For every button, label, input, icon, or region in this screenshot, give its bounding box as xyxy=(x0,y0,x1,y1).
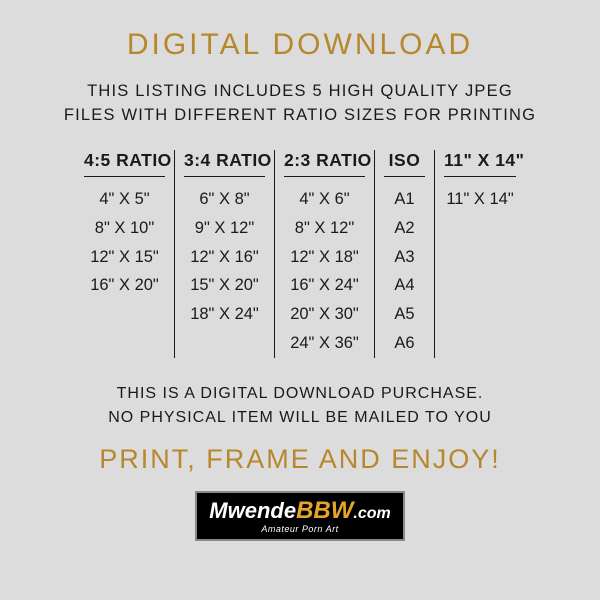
col-header: 3:4 RATIO xyxy=(184,150,265,177)
table-col-4-5-ratio: 4:5 RATIO 4" X 5" 8" X 10" 12" X 15" 16"… xyxy=(75,150,175,358)
note-line-2: NO PHYSICAL ITEM WILL BE MAILED TO YOU xyxy=(108,409,492,426)
logo-part-3: .com xyxy=(353,506,390,522)
purchase-note: THIS IS A DIGITAL DOWNLOAD PURCHASE. NO … xyxy=(108,382,492,430)
col-header: ISO xyxy=(384,150,425,177)
logo-subtitle: Amateur Porn Art xyxy=(261,525,338,534)
table-cell: A5 xyxy=(394,300,414,329)
description-line-2: FILES WITH DIFFERENT RATIO SIZES FOR PRI… xyxy=(64,106,536,124)
table-cell: 18" X 24" xyxy=(190,300,259,329)
table-col-iso: ISO A1 A2 A3 A4 A5 A6 xyxy=(375,150,435,358)
table-cell: 12" X 16" xyxy=(190,243,259,272)
table-cell: 24" X 36" xyxy=(290,329,359,358)
brand-logo: Mwende BBW .com Amateur Porn Art xyxy=(195,491,405,541)
col-header: 4:5 RATIO xyxy=(84,150,165,177)
table-cell: 16" X 20" xyxy=(90,271,159,300)
table-cell: A3 xyxy=(394,243,414,272)
table-cell: A6 xyxy=(394,329,414,358)
logo-main-text: Mwende BBW .com xyxy=(209,499,390,523)
table-cell: 8" X 12" xyxy=(295,214,354,243)
table-cell: A2 xyxy=(394,214,414,243)
listing-description: THIS LISTING INCLUDES 5 HIGH QUALITY JPE… xyxy=(64,80,536,128)
table-cell: 6" X 8" xyxy=(199,185,249,214)
table-cell: 4" X 6" xyxy=(299,185,349,214)
table-cell: A4 xyxy=(394,271,414,300)
logo-part-2: BBW xyxy=(296,499,353,523)
table-cell: 11" X 14" xyxy=(446,185,513,214)
table-cell: 12" X 15" xyxy=(90,243,159,272)
table-cell: 16" X 24" xyxy=(290,271,359,300)
table-col-2-3-ratio: 2:3 RATIO 4" X 6" 8" X 12" 12" X 18" 16"… xyxy=(275,150,375,358)
col-header: 2:3 RATIO xyxy=(284,150,365,177)
table-col-3-4-ratio: 3:4 RATIO 6" X 8" 9" X 12" 12" X 16" 15"… xyxy=(175,150,275,358)
logo-part-1: Mwende xyxy=(209,500,296,522)
table-cell: A1 xyxy=(394,185,414,214)
table-cell: 9" X 12" xyxy=(195,214,254,243)
table-cell: 15" X 20" xyxy=(190,271,259,300)
note-line-1: THIS IS A DIGITAL DOWNLOAD PURCHASE. xyxy=(117,385,484,402)
table-col-11x14: 11" X 14" 11" X 14" xyxy=(435,150,525,358)
ratio-size-table: 4:5 RATIO 4" X 5" 8" X 10" 12" X 15" 16"… xyxy=(75,150,525,358)
table-cell: 20" X 30" xyxy=(290,300,359,329)
tagline: PRINT, FRAME AND ENJOY! xyxy=(99,444,501,475)
table-cell: 12" X 18" xyxy=(290,243,359,272)
table-cell: 8" X 10" xyxy=(95,214,154,243)
page-title: DIGITAL DOWNLOAD xyxy=(127,28,473,62)
description-line-1: THIS LISTING INCLUDES 5 HIGH QUALITY JPE… xyxy=(87,82,513,100)
table-cell: 4" X 5" xyxy=(99,185,149,214)
col-header: 11" X 14" xyxy=(444,150,516,177)
